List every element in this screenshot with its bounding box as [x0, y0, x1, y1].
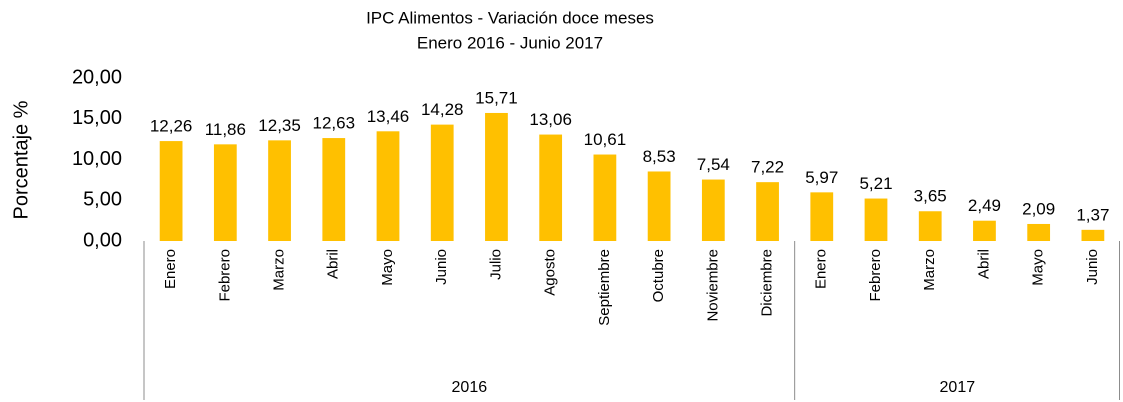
x-tick-label: Abril	[975, 249, 992, 279]
bar	[701, 179, 725, 241]
data-label: 3,65	[914, 187, 947, 206]
bar	[268, 140, 291, 241]
data-label: 1,37	[1076, 205, 1109, 224]
x-tick-label: Febrero	[216, 249, 233, 302]
bar	[322, 138, 346, 241]
x-tick-label: Diciembre	[759, 249, 776, 317]
x-tick-label: Febrero	[867, 249, 884, 302]
bar	[1081, 229, 1105, 241]
y-tick-label: 20,00	[72, 66, 122, 88]
data-label: 15,71	[475, 88, 518, 107]
data-label: 2,49	[968, 196, 1001, 215]
x-tick-label: Enero	[162, 249, 179, 289]
x-tick-label: Junio	[1084, 249, 1101, 285]
data-label: 8,53	[643, 147, 676, 166]
x-tick-label: Mayo	[379, 249, 396, 286]
data-label: 5,97	[805, 168, 838, 187]
x-tick-label: Octubre	[650, 249, 667, 302]
bar	[864, 198, 888, 241]
data-label: 14,28	[421, 100, 464, 119]
x-tick-label: Septiembre	[596, 249, 613, 326]
x-tick-label: Noviembre	[704, 249, 721, 322]
x-tick-label: Julio	[487, 249, 504, 280]
data-label: 13,06	[529, 110, 572, 129]
bar	[756, 182, 779, 241]
data-label: 12,63	[313, 114, 356, 133]
bar	[485, 112, 508, 241]
bar	[213, 144, 237, 241]
x-tick-label: Abril	[325, 249, 342, 279]
y-tick-label: 5,00	[83, 189, 122, 211]
bar	[810, 192, 834, 241]
data-label: 2,09	[1022, 199, 1055, 218]
chart-subtitle: Enero 2016 - Junio 2017	[417, 33, 603, 52]
x-tick-label: Marzo	[921, 249, 938, 291]
y-axis-label: Porcentaje %	[10, 100, 32, 219]
bar	[647, 171, 671, 241]
chart-title: IPC Alimentos - Variación doce meses	[366, 8, 654, 27]
data-label: 12,35	[258, 116, 301, 135]
data-label: 11,86	[205, 120, 246, 139]
bar	[1027, 223, 1051, 241]
x-tick-label: Agosto	[542, 249, 559, 296]
bar	[430, 124, 454, 241]
data-label: 12,26	[150, 117, 193, 136]
data-label: 7,54	[697, 155, 730, 174]
data-label: 5,21	[859, 174, 892, 193]
x-tick-label: Junio	[433, 249, 450, 285]
group-label: 2017	[940, 379, 976, 396]
y-tick-label: 15,00	[72, 107, 122, 129]
x-tick-label: Enero	[813, 249, 830, 289]
bar	[376, 131, 400, 241]
group-label: 2016	[452, 379, 488, 396]
y-tick-label: 0,00	[83, 229, 122, 251]
x-tick-label: Marzo	[271, 249, 288, 291]
y-tick-label: 10,00	[72, 148, 122, 170]
data-label: 10,61	[584, 130, 627, 149]
bar	[593, 154, 617, 241]
x-tick-label: Mayo	[1030, 249, 1047, 286]
bar	[539, 134, 563, 241]
bar	[973, 220, 996, 241]
bar	[918, 211, 942, 241]
data-label: 13,46	[367, 107, 410, 126]
data-label: 7,22	[751, 158, 784, 177]
bar	[159, 141, 183, 241]
